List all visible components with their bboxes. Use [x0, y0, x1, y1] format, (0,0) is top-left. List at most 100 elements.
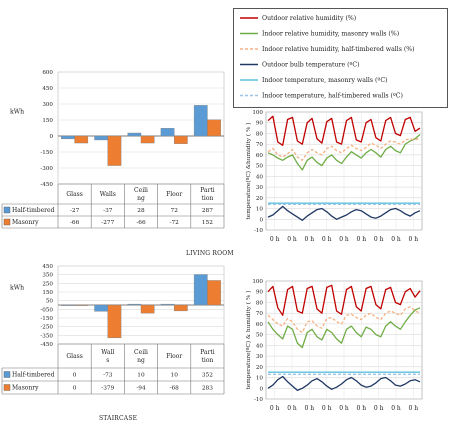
bar-half-timbered-1 [94, 135, 108, 141]
data-value: 287 [202, 208, 213, 214]
y-axis-label: temperature(ºC) & humidity ( % ) [245, 291, 252, 390]
data-value: 152 [202, 220, 213, 226]
category-label: Wall [101, 349, 114, 356]
y-tick-label: -350 [40, 333, 53, 339]
living-room-bar-chart: 600 450 300 150 0 -150 -300 -450 kWh Glass Walls Ce… [1, 70, 225, 229]
legend-label: Indoor temperature, masonry walls (ºC) [262, 77, 388, 84]
data-value: 72 [171, 208, 179, 214]
series-name: Masonry [12, 219, 39, 226]
y-tick-label: 150 [42, 118, 53, 124]
x-tick-label: 0 h [322, 405, 332, 412]
bar-masonry-0 [74, 304, 89, 306]
data-value: -73 [103, 373, 113, 379]
y-tick-label: -450 [40, 182, 53, 188]
category-label: Glass [66, 353, 82, 360]
legend-label: Indoor relative humidity, half-timbered … [262, 46, 415, 53]
y-tick-label: 60 [256, 322, 264, 328]
data-value: 0 [73, 386, 77, 392]
x-tick-label: 0 h [322, 236, 332, 243]
data-value: -72 [170, 220, 180, 226]
bar-half-timbered-2 [127, 132, 142, 137]
category-label: tion [201, 357, 213, 364]
x-tick-label: 0 h [270, 405, 280, 412]
y-tick-label: -150 [40, 316, 53, 322]
data-value: -66 [70, 220, 80, 226]
data-value: -37 [103, 208, 113, 214]
category-label: Parti [200, 187, 215, 194]
y-tick-label: 100 [252, 110, 263, 116]
series-line-0 [267, 115, 421, 146]
y-tick-label: 30 [256, 185, 264, 191]
x-tick-label: 0 h [409, 405, 419, 412]
x-tick-label: 0 h [305, 405, 315, 412]
series-line-1 [267, 307, 421, 349]
y-tick-label: -300 [40, 166, 53, 172]
series-line-3 [267, 375, 421, 392]
bar-half-timbered-0 [61, 304, 75, 306]
y-tick-label: 30 [256, 354, 264, 360]
staircase-bar-chart: 450 350 250 150 50 -050 -150 -250 -350 -450 kWh Gla… [1, 264, 225, 395]
bar-masonry-0 [74, 135, 89, 144]
y-tick-label: -050 [40, 307, 53, 313]
y-tick-label: 50 [256, 333, 264, 339]
y-tick-label: 10 [256, 376, 264, 382]
data-value: 28 [137, 208, 145, 214]
legend-swatch [3, 206, 11, 214]
data-value: -68 [170, 386, 180, 392]
category-label: Ceili [134, 187, 148, 194]
legend-label: Outdoor relative humidity (%) [262, 15, 356, 22]
staircase-caption: STAIRCASE [99, 415, 138, 422]
data-value: -277 [101, 220, 114, 226]
y-tick-label: 10 [256, 207, 264, 213]
bar-half-timbered-0 [61, 135, 75, 140]
category-label: Ceili [134, 349, 148, 356]
y-tick-label: 350 [42, 273, 53, 279]
y-tick-label: -10 [254, 397, 263, 403]
y-tick-label: 100 [252, 279, 263, 285]
category-label: ng [137, 357, 145, 364]
legend-label: Outdoor bulb temperature (ºC) [262, 62, 360, 69]
data-value: 10 [137, 373, 145, 379]
x-tick-label: 0 h [391, 236, 401, 243]
data-value: -94 [136, 386, 146, 392]
series-line-2 [267, 306, 421, 334]
legend-swatch [3, 384, 11, 391]
data-value: 283 [202, 386, 213, 392]
category-label: Walls [100, 191, 116, 198]
series-line-2 [267, 137, 421, 161]
y-axis-label: kWh [10, 109, 24, 116]
data-value: -379 [101, 386, 114, 392]
y-tick-label: -150 [40, 150, 53, 156]
bar-masonry-1 [107, 304, 122, 339]
legend: Outdoor relative humidity (%) Indoor rela… [233, 8, 448, 108]
data-value: -27 [70, 208, 80, 214]
data-value: -66 [136, 220, 146, 226]
x-tick-label: 0 h [409, 236, 419, 243]
series-line-3 [267, 205, 421, 221]
y-axis-label: temperature(ºC) &humidity ( % ) [245, 122, 252, 219]
y-tick-label: 0 [259, 217, 263, 223]
data-value: 0 [73, 373, 77, 379]
y-tick-label: 40 [256, 343, 264, 349]
y-tick-label: 0 [259, 386, 263, 392]
staircase-line-chart: -10 0 10 20 30 40 50 60 70 80 90 100 0 h 0 h 0 h 0 h 0 h… [245, 279, 423, 412]
y-tick-label: 70 [256, 142, 264, 148]
y-tick-label: 150 [42, 290, 53, 296]
x-tick-label: 0 h [391, 405, 401, 412]
y-tick-label: 20 [256, 196, 264, 202]
category-label: s [106, 357, 109, 364]
x-tick-label: 0 h [287, 405, 297, 412]
y-tick-label: 50 [256, 164, 264, 170]
y-tick-label: 450 [42, 86, 53, 92]
y-tick-label: 60 [256, 153, 264, 159]
bar-masonry-2 [140, 135, 155, 144]
legend-label: Indoor temperature, half-timbered walls … [262, 93, 403, 100]
living-room-caption: LIVING ROOM [186, 250, 234, 257]
y-tick-label: 80 [256, 300, 264, 306]
series-name: Half-timbered [12, 372, 55, 379]
legend-label: Indoor relative humidity, masonry walls … [262, 31, 399, 38]
bar-half-timbered-3 [160, 128, 175, 137]
x-tick-label: 0 h [357, 405, 367, 412]
x-tick-label: 0 h [339, 405, 349, 412]
x-tick-label: 0 h [339, 236, 349, 243]
